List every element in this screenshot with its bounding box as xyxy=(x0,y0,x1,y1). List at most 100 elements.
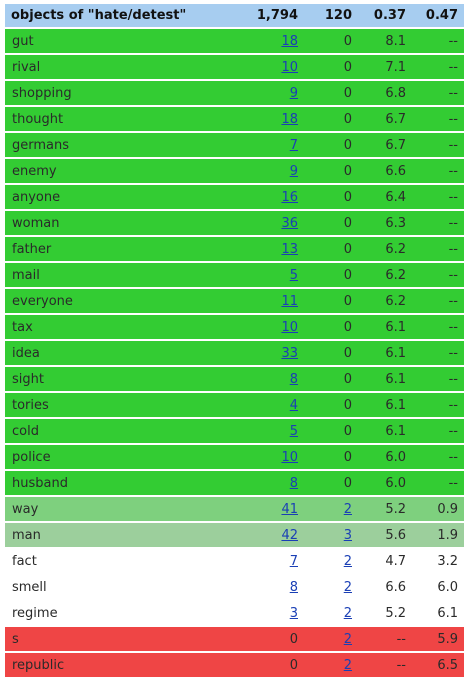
row-f2-cell: 0 xyxy=(304,55,358,79)
row-f1-link[interactable]: 42 xyxy=(281,527,298,543)
row-f2-cell: 3 xyxy=(304,523,358,547)
row-f1-link[interactable]: 4 xyxy=(289,397,298,413)
table-header-row: objects of "hate/detest" 1,794 120 0.37 … xyxy=(5,4,464,27)
row-f1-cell: 11 xyxy=(220,289,304,313)
relation-title: objects of "hate/detest" xyxy=(5,4,220,27)
row-f2-cell: 0 xyxy=(304,133,358,157)
row-f1-link[interactable]: 18 xyxy=(281,33,298,49)
row-f1-link[interactable]: 8 xyxy=(289,579,298,595)
row-f1-link[interactable]: 8 xyxy=(289,475,298,491)
row-s2-score: -- xyxy=(412,107,464,131)
row-s1-score: 5.2 xyxy=(358,601,412,625)
row-f1-link[interactable]: 5 xyxy=(289,423,298,439)
row-s1-score: 6.0 xyxy=(358,445,412,469)
row-s1-score: 6.7 xyxy=(358,107,412,131)
row-word: mail xyxy=(5,263,220,287)
row-f1-link[interactable]: 41 xyxy=(281,501,298,517)
row-f1-cell: 10 xyxy=(220,445,304,469)
row-word: enemy xyxy=(5,159,220,183)
row-f2-link[interactable]: 2 xyxy=(343,657,352,673)
row-f1-cell: 5 xyxy=(220,263,304,287)
row-f1-link[interactable]: 5 xyxy=(289,267,298,283)
row-word: idea xyxy=(5,341,220,365)
row-s1-score: 6.6 xyxy=(358,159,412,183)
row-f1-cell: 18 xyxy=(220,107,304,131)
row-f1-link[interactable]: 10 xyxy=(281,319,298,335)
table-row: anyone 16 0 6.4 -- xyxy=(5,185,464,209)
row-f2-link[interactable]: 2 xyxy=(343,631,352,647)
row-f1-link[interactable]: 16 xyxy=(281,189,298,205)
table-row: germans 7 0 6.7 -- xyxy=(5,133,464,157)
row-f1-link[interactable]: 7 xyxy=(289,553,298,569)
row-word: germans xyxy=(5,133,220,157)
row-f1-link[interactable]: 36 xyxy=(281,215,298,231)
row-s2-score: 6.1 xyxy=(412,601,464,625)
table-row: republic 0 2 -- 6.5 xyxy=(5,653,464,677)
row-f1-cell: 8 xyxy=(220,471,304,495)
row-f2-cell: 0 xyxy=(304,107,358,131)
row-f2-link[interactable]: 2 xyxy=(343,605,352,621)
row-s1-score: 6.2 xyxy=(358,263,412,287)
row-f2-cell: 2 xyxy=(304,627,358,651)
header-freq-2: 120 xyxy=(304,4,358,27)
row-s2-score: -- xyxy=(412,81,464,105)
row-s1-score: 6.8 xyxy=(358,81,412,105)
table-row: idea 33 0 6.1 -- xyxy=(5,341,464,365)
row-f1-link[interactable]: 8 xyxy=(289,371,298,387)
row-f2-cell: 0 xyxy=(304,471,358,495)
row-s1-score: -- xyxy=(358,653,412,677)
row-f1-link[interactable]: 10 xyxy=(281,59,298,75)
row-f1-link[interactable]: 11 xyxy=(281,293,298,309)
row-f2-cell: 2 xyxy=(304,653,358,677)
row-s1-score: 4.7 xyxy=(358,549,412,573)
row-f1-link[interactable]: 3 xyxy=(289,605,298,621)
row-f2-link[interactable]: 3 xyxy=(343,527,352,543)
row-f2-cell: 2 xyxy=(304,575,358,599)
row-s1-score: 6.1 xyxy=(358,367,412,391)
row-f1-cell: 18 xyxy=(220,29,304,53)
row-f1-cell: 4 xyxy=(220,393,304,417)
row-f1-link[interactable]: 7 xyxy=(289,137,298,153)
row-s1-score: 5.2 xyxy=(358,497,412,521)
row-f1-link[interactable]: 9 xyxy=(289,85,298,101)
row-s1-score: 6.2 xyxy=(358,289,412,313)
row-word: shopping xyxy=(5,81,220,105)
row-s1-score: -- xyxy=(358,627,412,651)
row-s2-score: -- xyxy=(412,55,464,79)
row-f2-link[interactable]: 2 xyxy=(343,579,352,595)
row-f1-link[interactable]: 13 xyxy=(281,241,298,257)
row-f1-cell: 36 xyxy=(220,211,304,235)
row-f2-cell: 0 xyxy=(304,315,358,339)
row-f1-cell: 0 xyxy=(220,653,304,677)
row-f1-link[interactable]: 9 xyxy=(289,163,298,179)
row-f2-cell: 0 xyxy=(304,81,358,105)
row-s2-score: -- xyxy=(412,393,464,417)
row-word: fact xyxy=(5,549,220,573)
row-f1-link[interactable]: 10 xyxy=(281,449,298,465)
row-s1-score: 6.1 xyxy=(358,315,412,339)
row-s2-score: 6.0 xyxy=(412,575,464,599)
row-f2-cell: 2 xyxy=(304,601,358,625)
row-f1-link[interactable]: 33 xyxy=(281,345,298,361)
table-row: shopping 9 0 6.8 -- xyxy=(5,81,464,105)
row-s2-score: 0.9 xyxy=(412,497,464,521)
table-row: husband 8 0 6.0 -- xyxy=(5,471,464,495)
row-s1-score: 7.1 xyxy=(358,55,412,79)
row-s1-score: 5.6 xyxy=(358,523,412,547)
row-f1-link[interactable]: 18 xyxy=(281,111,298,127)
row-s1-score: 6.7 xyxy=(358,133,412,157)
row-f2-link[interactable]: 2 xyxy=(343,553,352,569)
header-freq-1: 1,794 xyxy=(220,4,304,27)
row-word: smell xyxy=(5,575,220,599)
row-s2-score: 5.9 xyxy=(412,627,464,651)
row-f2-cell: 0 xyxy=(304,419,358,443)
row-s1-score: 6.1 xyxy=(358,419,412,443)
row-f1-cell: 10 xyxy=(220,55,304,79)
row-f2-cell: 0 xyxy=(304,445,358,469)
row-s1-score: 8.1 xyxy=(358,29,412,53)
table-row: smell 8 2 6.6 6.0 xyxy=(5,575,464,599)
header-score-1: 0.37 xyxy=(358,4,412,27)
row-word: rival xyxy=(5,55,220,79)
row-f1-cell: 8 xyxy=(220,367,304,391)
row-f2-link[interactable]: 2 xyxy=(343,501,352,517)
